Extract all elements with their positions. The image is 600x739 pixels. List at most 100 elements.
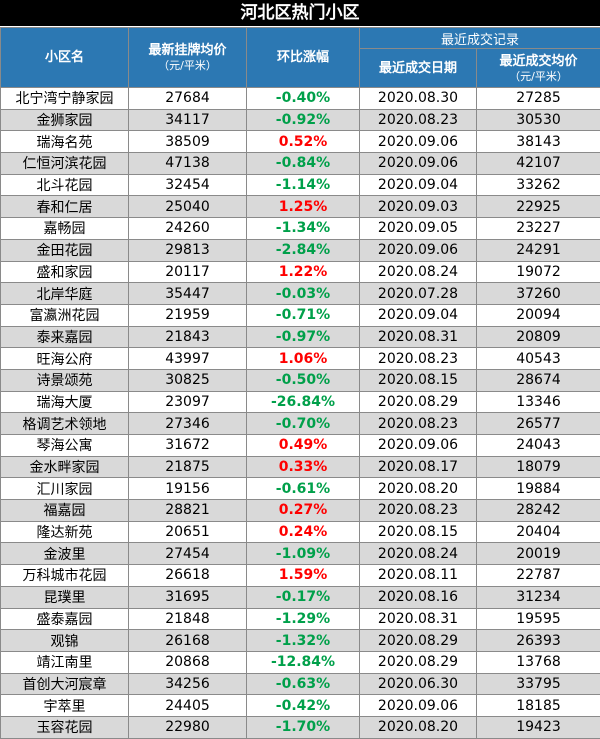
listing-price-cell: 32454 bbox=[129, 174, 247, 196]
listing-price-cell: 24405 bbox=[129, 695, 247, 717]
listing-price-cell: 21959 bbox=[129, 304, 247, 326]
community-name-cell: 旺海公府 bbox=[1, 348, 129, 370]
change-cell: 0.24% bbox=[247, 521, 360, 543]
listing-price-cell: 21875 bbox=[129, 456, 247, 478]
listing-price-cell: 31672 bbox=[129, 435, 247, 457]
listing-price-cell: 29813 bbox=[129, 239, 247, 261]
deal-date-cell: 2020.08.20 bbox=[360, 478, 477, 500]
deal-price-cell: 30530 bbox=[477, 109, 600, 131]
change-cell: -0.42% bbox=[247, 695, 360, 717]
community-name-cell: 万科城市花园 bbox=[1, 565, 129, 587]
deal-date-cell: 2020.08.23 bbox=[360, 109, 477, 131]
change-cell: -26.84% bbox=[247, 391, 360, 413]
listing-price-cell: 34256 bbox=[129, 673, 247, 695]
listing-price-cell: 20117 bbox=[129, 261, 247, 283]
deal-price-cell: 22925 bbox=[477, 196, 600, 218]
community-name-cell: 宇萃里 bbox=[1, 695, 129, 717]
listing-price-cell: 19156 bbox=[129, 478, 247, 500]
deal-price-cell: 18079 bbox=[477, 456, 600, 478]
deal-date-cell: 2020.08.24 bbox=[360, 261, 477, 283]
table-title: 河北区热门小区 bbox=[0, 0, 600, 27]
deal-date-cell: 2020.08.29 bbox=[360, 391, 477, 413]
deal-date-cell: 2020.09.06 bbox=[360, 695, 477, 717]
community-name-cell: 昆璞里 bbox=[1, 586, 129, 608]
deal-price-cell: 28242 bbox=[477, 500, 600, 522]
community-name-cell: 北宁湾宁静家园 bbox=[1, 88, 129, 110]
deal-date-cell: 2020.08.29 bbox=[360, 651, 477, 673]
listing-price-cell: 24260 bbox=[129, 218, 247, 240]
deal-price-cell: 19423 bbox=[477, 716, 600, 738]
community-name-cell: 泰来嘉园 bbox=[1, 326, 129, 348]
header-name: 小区名 bbox=[1, 28, 129, 88]
deal-date-cell: 2020.09.04 bbox=[360, 304, 477, 326]
deal-date-cell: 2020.09.03 bbox=[360, 196, 477, 218]
deal-price-cell: 40543 bbox=[477, 348, 600, 370]
community-name-cell: 金水畔家园 bbox=[1, 456, 129, 478]
deal-date-cell: 2020.09.05 bbox=[360, 218, 477, 240]
deal-price-cell: 37260 bbox=[477, 283, 600, 305]
change-cell: -0.70% bbox=[247, 413, 360, 435]
change-cell: -0.61% bbox=[247, 478, 360, 500]
listing-price-cell: 27454 bbox=[129, 543, 247, 565]
deal-price-cell: 19072 bbox=[477, 261, 600, 283]
listing-price-cell: 38509 bbox=[129, 131, 247, 153]
community-name-cell: 盛和家园 bbox=[1, 261, 129, 283]
change-cell: -0.40% bbox=[247, 88, 360, 110]
community-name-cell: 金田花园 bbox=[1, 239, 129, 261]
community-name-cell: 汇川家园 bbox=[1, 478, 129, 500]
change-cell: -0.17% bbox=[247, 586, 360, 608]
deal-price-cell: 42107 bbox=[477, 153, 600, 175]
community-name-cell: 金波里 bbox=[1, 543, 129, 565]
deal-date-cell: 2020.08.29 bbox=[360, 630, 477, 652]
deal-price-cell: 13346 bbox=[477, 391, 600, 413]
deal-date-cell: 2020.08.15 bbox=[360, 521, 477, 543]
change-cell: -0.92% bbox=[247, 109, 360, 131]
community-name-cell: 盛泰嘉园 bbox=[1, 608, 129, 630]
community-name-cell: 琴海公寓 bbox=[1, 435, 129, 457]
community-name-cell: 瑞海名苑 bbox=[1, 131, 129, 153]
listing-price-cell: 26168 bbox=[129, 630, 247, 652]
listing-price-cell: 21848 bbox=[129, 608, 247, 630]
deal-price-cell: 13768 bbox=[477, 651, 600, 673]
deal-price-cell: 20404 bbox=[477, 521, 600, 543]
listing-price-cell: 35447 bbox=[129, 283, 247, 305]
change-cell: 1.59% bbox=[247, 565, 360, 587]
header-listing-price: 最新挂牌均价 （元/平米） bbox=[129, 28, 247, 88]
community-name-cell: 春和仁居 bbox=[1, 196, 129, 218]
change-cell: 0.27% bbox=[247, 500, 360, 522]
community-name-cell: 仁恒河滨花园 bbox=[1, 153, 129, 175]
change-cell: -2.84% bbox=[247, 239, 360, 261]
deal-date-cell: 2020.08.23 bbox=[360, 348, 477, 370]
change-cell: -1.29% bbox=[247, 608, 360, 630]
community-name-cell: 金狮家园 bbox=[1, 109, 129, 131]
community-name-cell: 靖江南里 bbox=[1, 651, 129, 673]
listing-price-cell: 43997 bbox=[129, 348, 247, 370]
deal-date-cell: 2020.06.30 bbox=[360, 673, 477, 695]
header-deal-price: 最近成交均价 （元/平米） bbox=[477, 49, 600, 88]
deal-date-cell: 2020.08.20 bbox=[360, 716, 477, 738]
change-cell: -0.84% bbox=[247, 153, 360, 175]
deal-price-cell: 24291 bbox=[477, 239, 600, 261]
deal-price-cell: 18185 bbox=[477, 695, 600, 717]
